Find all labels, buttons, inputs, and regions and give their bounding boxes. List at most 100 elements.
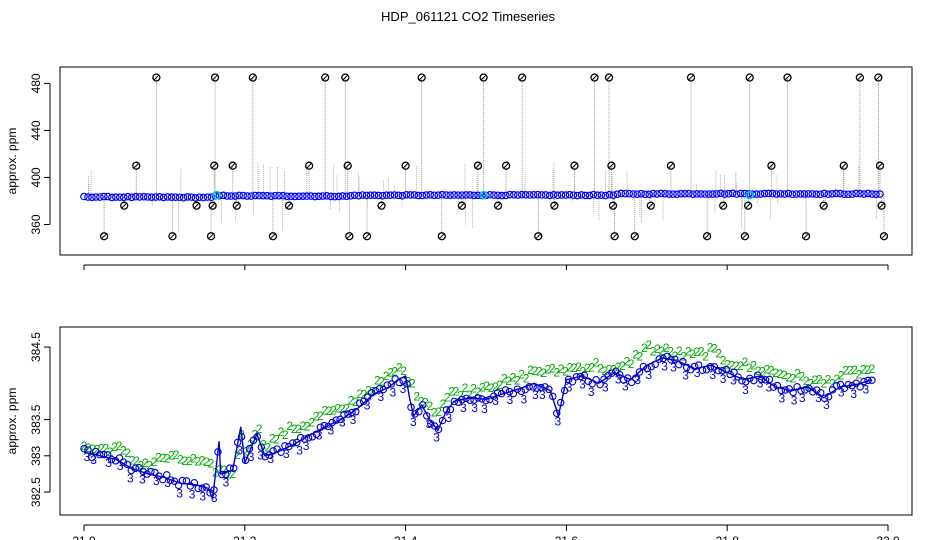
series-3-point: [162, 471, 171, 479]
series-2-glyph: 2: [632, 347, 639, 361]
data-point: [605, 190, 614, 199]
series-3-glyph: 3: [720, 372, 727, 386]
series-3-point: [241, 456, 250, 465]
data-point: [617, 189, 626, 198]
series-2-glyph: 2: [164, 451, 171, 465]
series-3-glyph: 3: [211, 491, 218, 505]
series-2-glyph: 2: [536, 364, 543, 378]
data-point: [601, 191, 610, 200]
outlier-point: [304, 161, 314, 170]
series-3-point: [237, 433, 246, 441]
data-point: [303, 192, 311, 200]
x-tick-label: 21.8: [716, 534, 740, 540]
series-3-point: [820, 394, 829, 403]
series-3-point: [174, 481, 183, 490]
data-point: [645, 190, 653, 199]
outlier-mark: [720, 203, 726, 209]
data-point: [434, 191, 443, 200]
series-3-point: [789, 388, 797, 397]
series-2-glyph: 2: [549, 361, 556, 375]
series-2-glyph: 2: [650, 345, 657, 359]
outlier-mark: [704, 233, 710, 239]
series-2-glyph: 2: [628, 357, 635, 371]
data-point: [406, 191, 415, 199]
series-3-point: [631, 374, 640, 382]
series-3-glyph: 3: [730, 373, 737, 387]
outlier-point: [610, 232, 619, 241]
data-point: [358, 191, 367, 199]
series-3-point: [340, 410, 348, 419]
data-point: [740, 189, 749, 198]
series-3-glyph: 3: [622, 379, 629, 393]
series-3-glyph: 3: [445, 411, 452, 425]
series-3-glyph: 3: [236, 444, 243, 458]
series-3-glyph: 3: [742, 383, 749, 397]
series-2-glyph: 2: [168, 448, 175, 462]
series-3-point: [99, 450, 108, 459]
data-point: [673, 190, 681, 198]
series-3-point: [194, 484, 202, 493]
series-3-point: [572, 373, 581, 381]
data-point: [147, 193, 156, 201]
series-2-glyph: 2: [111, 440, 118, 454]
data-point: [299, 192, 307, 201]
series-3-glyph: 3: [863, 383, 870, 397]
series-3-point: [549, 392, 557, 401]
data-point: [191, 194, 200, 202]
data-point: [557, 191, 566, 199]
series-3-glyph: 3: [378, 390, 385, 404]
series-3-point: [537, 383, 545, 392]
data-point: [350, 191, 359, 200]
outlier-mark: [378, 203, 385, 209]
data-point: [466, 191, 474, 199]
data-point: [247, 192, 255, 200]
data-point: [494, 191, 502, 200]
data-point: [100, 192, 108, 201]
series-3-point: [777, 386, 786, 395]
series-2-glyph: 2: [781, 368, 788, 382]
data-point: [430, 191, 439, 200]
series-2-glyph: 2: [444, 390, 451, 404]
series-2-glyph: 2: [352, 395, 359, 409]
outlier-point: [321, 73, 330, 82]
data-point: [864, 189, 872, 198]
outlier-mark: [688, 74, 694, 81]
series-3-point: [746, 374, 754, 383]
series-3-point: [773, 381, 782, 390]
series-2-glyph: 2: [497, 378, 504, 392]
outlier-mark: [364, 233, 370, 239]
x-tick-label: 22.0: [876, 534, 900, 540]
series-2-glyph: 2: [588, 361, 595, 375]
series-2-glyph: 2: [794, 367, 801, 381]
series-2-glyph: 2: [623, 354, 630, 368]
series-3-point: [706, 363, 715, 371]
series-3-point: [671, 355, 679, 364]
data-point: [860, 190, 868, 198]
outlier-mark: [632, 233, 638, 239]
series-3-glyph: 3: [765, 381, 772, 395]
data-point: [693, 190, 701, 198]
series-3-point: [765, 375, 774, 384]
data-point: [131, 192, 140, 201]
series-3-point: [411, 410, 419, 418]
data-point: [171, 193, 180, 201]
y-axis-title: approx. ppm: [5, 128, 19, 195]
series-3-point: [403, 380, 411, 388]
series-2-glyph: 2: [317, 409, 324, 423]
outlier-point: [877, 201, 886, 210]
data-point: [84, 193, 92, 201]
series-2-glyph: 2: [483, 379, 490, 393]
data-point: [513, 191, 522, 199]
data-point: [597, 191, 606, 199]
data-point: [354, 191, 363, 200]
series-3-point: [316, 423, 325, 432]
series-3-glyph: 3: [634, 373, 641, 387]
data-point: [239, 191, 247, 200]
series-2-glyph: 2: [545, 363, 552, 377]
data-point: [502, 191, 510, 200]
data-point: [442, 191, 450, 199]
series-2-glyph: 2: [641, 341, 648, 355]
data-point: [374, 191, 383, 200]
series-3-point: [147, 467, 155, 476]
series-3-point: [395, 378, 403, 387]
